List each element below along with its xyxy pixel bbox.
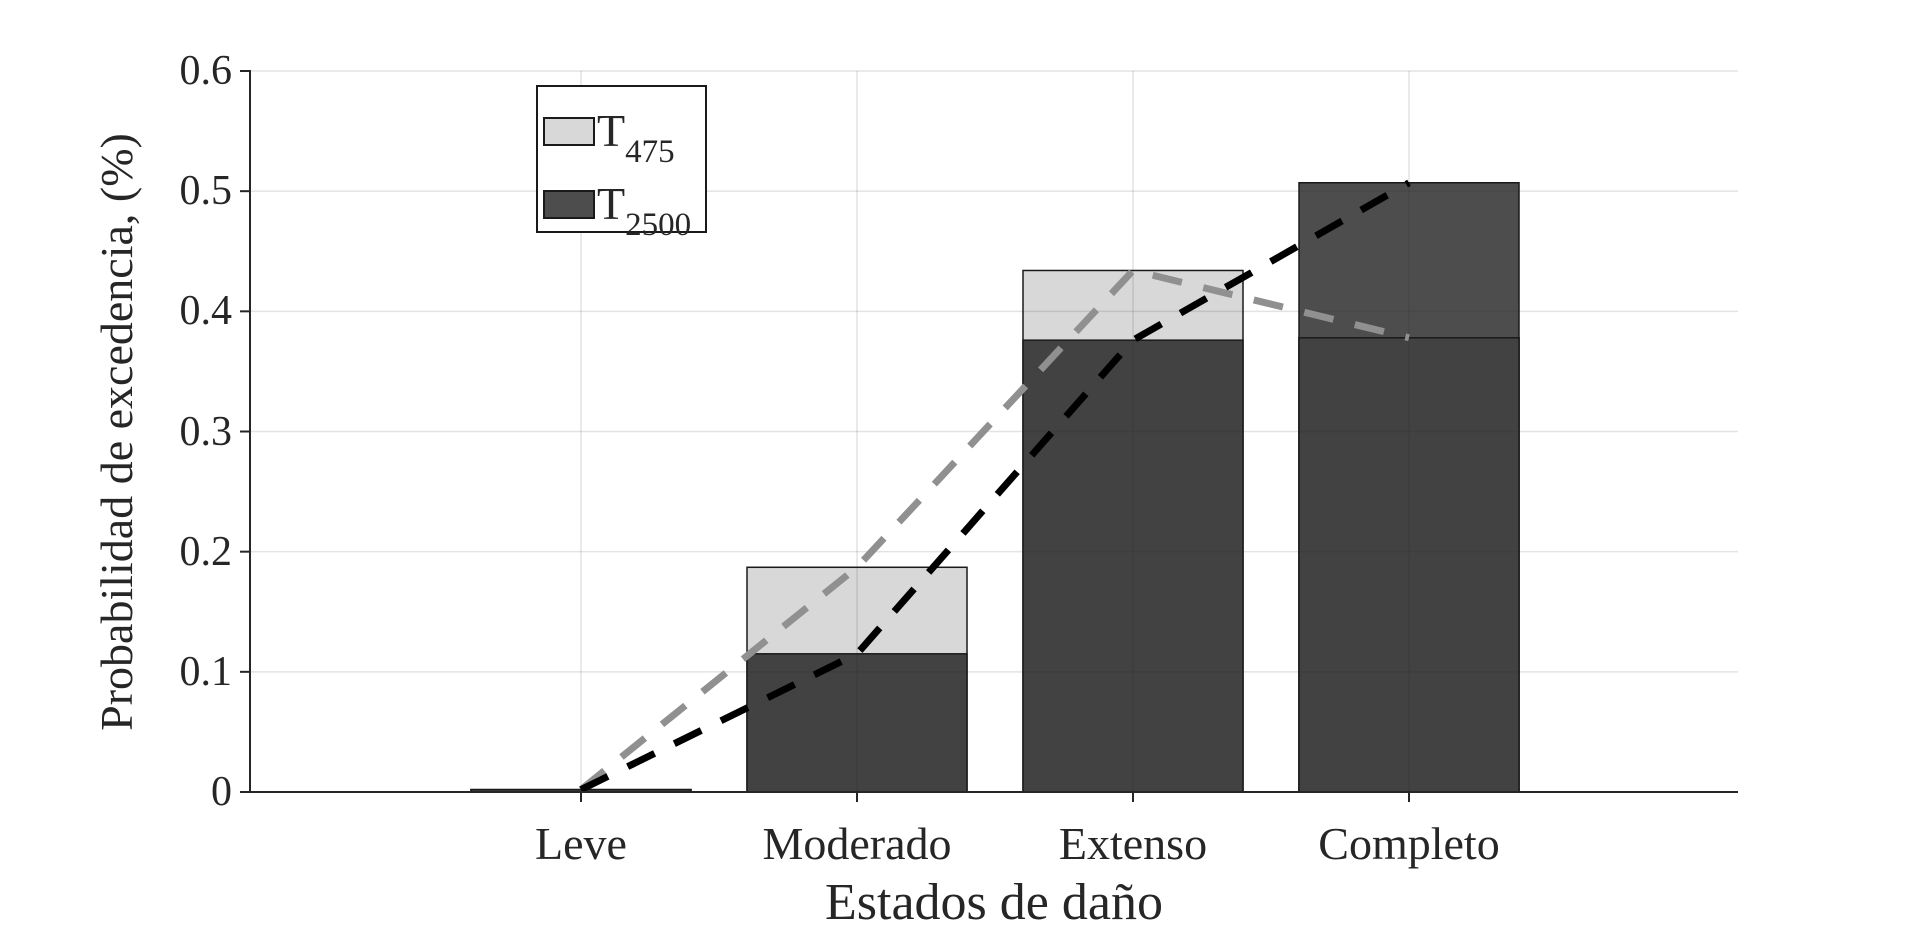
x-tick-label-moderado: Moderado [762,818,952,869]
legend-label-t475: T475 [597,105,675,171]
x-tick-label-completo: Completo [1318,818,1500,869]
bar-extenso-t2500 [1022,339,1244,793]
legend-box: T475 T2500 [536,85,707,243]
legend-swatch-t475 [543,117,595,146]
y-tick-label-0.3: 0.3 [179,408,233,455]
y-tick-label-0.6: 0.6 [179,48,233,94]
bar-moderado-t2500 [746,653,968,793]
trend-line-t475 [578,266,1410,793]
x-tick-label-leve: Leve [535,818,627,869]
y-tick-label-0: 0 [211,769,232,815]
x-tick-label-extenso: Extenso [1058,818,1208,869]
legend-entry-t475: T475 [543,105,675,171]
y-tick-label-0.5: 0.5 [179,168,233,215]
y-tick-label-0.1: 0.1 [179,648,233,695]
trend-line-t2500 [579,179,1411,793]
y-tick-label-0.4: 0.4 [179,288,233,335]
bar-completo-t2500-overlap [1298,337,1520,793]
legend-swatch-t2500 [543,190,595,219]
legend-label-t2500: T2500 [597,178,692,244]
x-axis-label: Estados de daño [825,874,1163,931]
y-tick-label-0.2: 0.2 [179,528,233,575]
legend-entry-t2500: T2500 [543,178,692,244]
